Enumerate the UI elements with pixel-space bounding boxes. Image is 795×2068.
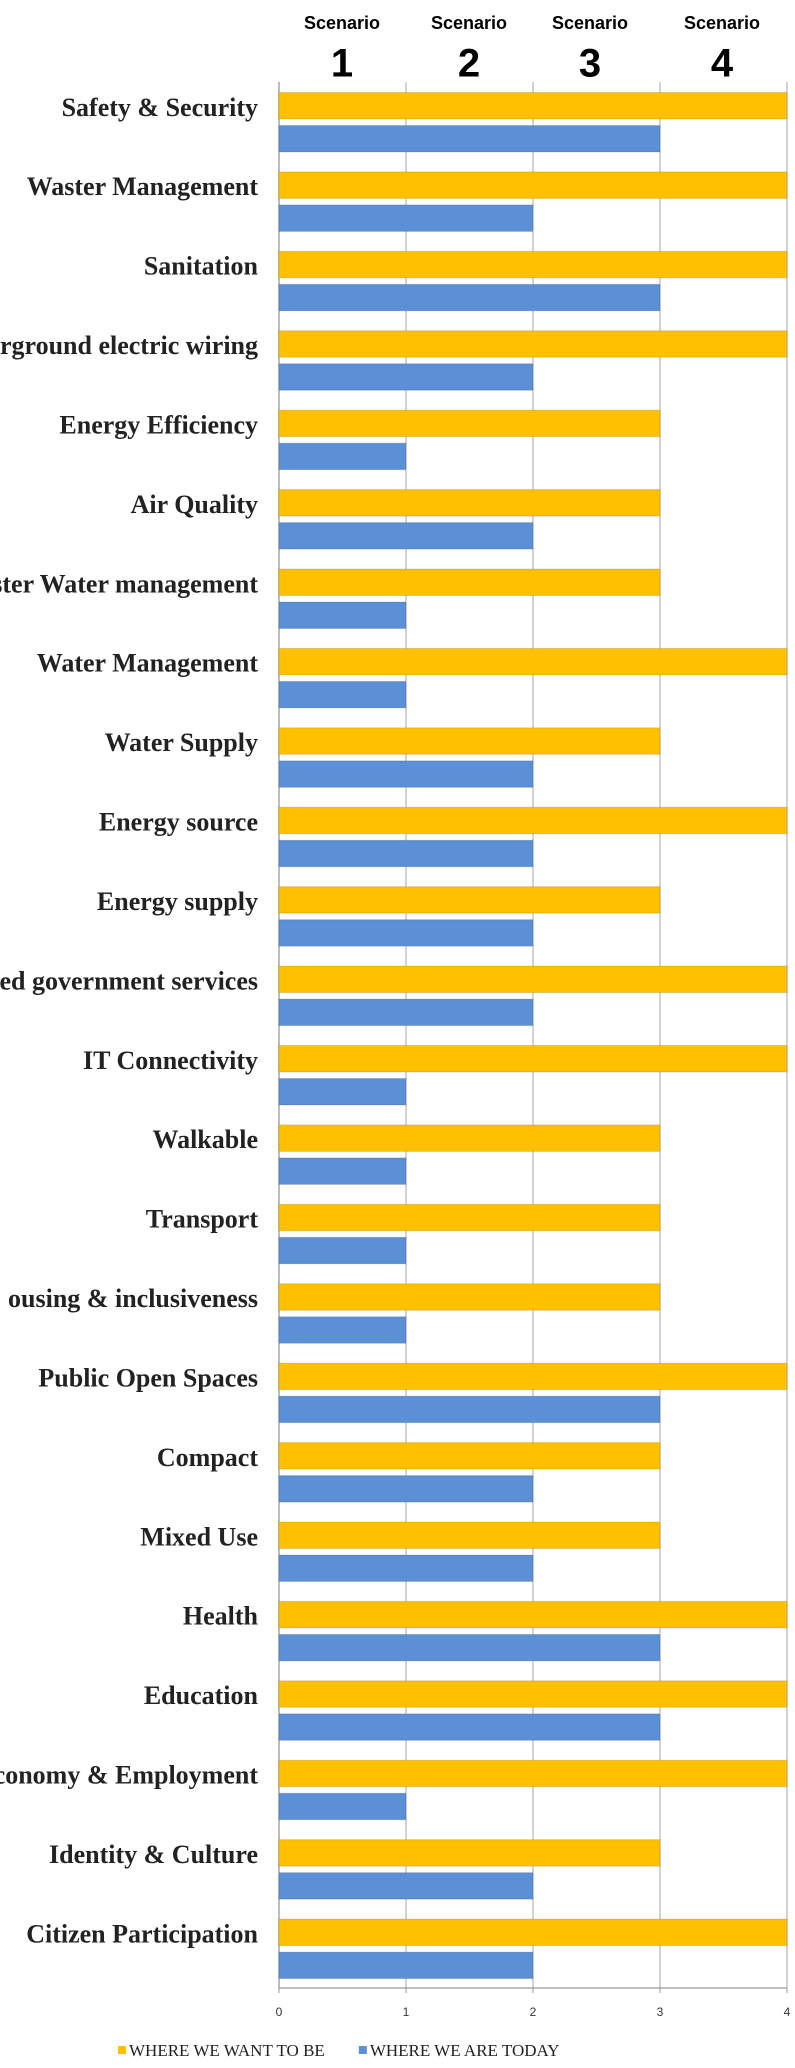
category-label: ed government services [0,966,258,995]
bar [278,1792,407,1821]
category-label: conomy & Employment [0,1761,258,1790]
scenario-label: Scenario [684,13,760,33]
bar [278,727,661,755]
category-label: erground electric wiring [0,331,258,360]
scenario-label: Scenario [304,13,380,33]
bar [278,250,788,279]
bar [278,1918,788,1947]
bar [278,363,534,391]
bar [278,125,661,153]
bar [278,1045,788,1073]
bar [278,1236,407,1265]
bar [278,1600,788,1629]
bar [278,1633,661,1662]
category-label: Transport [146,1205,259,1234]
bar [278,919,534,947]
category-label: Sanitation [144,252,259,281]
x-tick-label: 2 [530,2005,537,2019]
scenario-number: 2 [458,42,480,86]
category-label: Waster Management [27,172,259,201]
bar [278,680,407,709]
bar [278,965,788,994]
scenario-number: 4 [711,42,734,86]
scenario-number: 3 [579,42,601,86]
category-label: Energy source [99,808,258,837]
bar [278,1078,407,1106]
category-label: Energy Efficiency [59,410,258,439]
bar [278,1442,661,1470]
bar [278,1203,661,1232]
legend-label: WHERE WE ARE TODAY [370,2041,560,2060]
category-label: IT Connectivity [83,1046,258,1075]
bar [278,92,788,120]
x-tick-label: 1 [403,2005,410,2019]
bar [278,1283,661,1311]
scenario-number: 1 [331,42,353,86]
category-label: Citizen Participation [26,1919,258,1948]
legend-swatch [118,2046,126,2054]
bar [278,1713,661,1741]
x-tick-label: 4 [784,2005,791,2019]
bar [278,330,788,358]
category-label: Education [144,1681,259,1710]
bar [278,442,407,471]
bar [278,1157,407,1185]
bar [278,1951,534,1980]
bar [278,1316,407,1344]
legend-swatch [358,2046,367,2054]
bar [278,1395,661,1424]
bar [278,1759,788,1788]
category-label: Identity & Culture [49,1840,258,1869]
bar [278,171,788,199]
category-label: Health [183,1602,259,1631]
x-tick-label: 0 [276,2005,283,2019]
category-label: Safety & Security [62,93,258,122]
bar [278,1362,788,1391]
scenario-label: Scenario [552,13,628,33]
bar [278,283,661,312]
bar [278,204,534,232]
bar [278,647,788,676]
category-label: Energy supply [97,887,258,916]
category-label: Water Supply [105,728,258,757]
category-label: ster Water management [0,569,258,598]
category-label: Walkable [153,1125,258,1154]
bar [278,1839,661,1867]
x-tick-label: 3 [657,2005,664,2019]
category-label: Air Quality [131,490,258,519]
bar [278,1521,661,1549]
bar [278,522,534,550]
bar [278,1872,534,1900]
category-label: Water Management [37,649,259,678]
legend-label: WHERE WE WANT TO BE [129,2041,325,2060]
bar [278,1124,661,1152]
category-label: Mixed Use [140,1522,258,1551]
bar [278,839,534,868]
category-label: ousing & inclusiveness [8,1284,258,1313]
bar [278,601,407,629]
bar [278,886,661,914]
bar [278,1554,534,1582]
bar [278,489,661,517]
bar [278,806,788,835]
bar [278,568,661,596]
category-label: Public Open Spaces [38,1363,258,1392]
bar [278,760,534,788]
scenario-label: Scenario [431,13,507,33]
bar [278,409,661,438]
bar [278,1680,788,1708]
bar [278,1475,534,1503]
bar [278,998,534,1027]
category-label: Compact [157,1443,258,1472]
